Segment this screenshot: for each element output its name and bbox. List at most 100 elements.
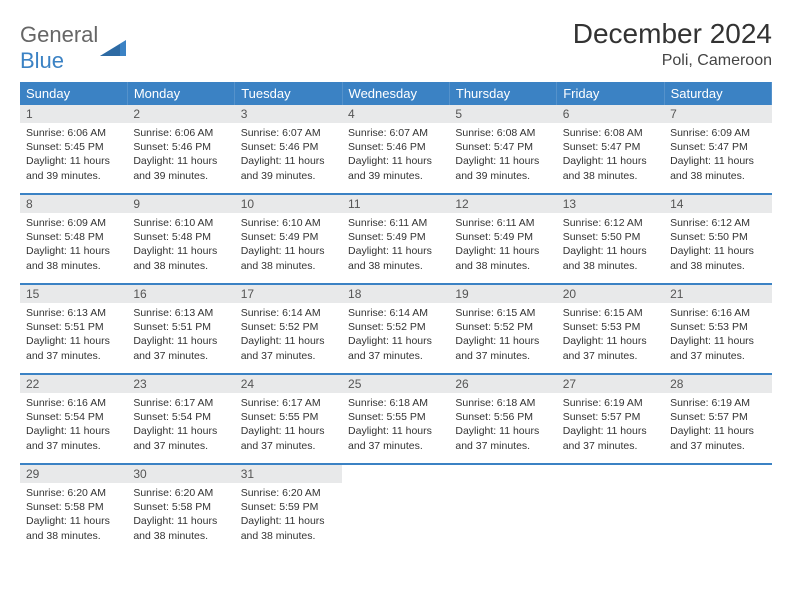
day-details: Sunrise: 6:08 AMSunset: 5:47 PMDaylight:… <box>557 123 664 193</box>
day-number: 29 <box>20 465 127 483</box>
day-details: Sunrise: 6:12 AMSunset: 5:50 PMDaylight:… <box>664 213 771 283</box>
day-number: 12 <box>449 195 556 213</box>
calendar-day-cell: 12Sunrise: 6:11 AMSunset: 5:49 PMDayligh… <box>449 194 556 284</box>
day-details: Sunrise: 6:11 AMSunset: 5:49 PMDaylight:… <box>449 213 556 283</box>
weekday-header: Sunday <box>20 82 127 105</box>
calendar-table: Sunday Monday Tuesday Wednesday Thursday… <box>20 82 772 553</box>
calendar-day-cell: 28Sunrise: 6:19 AMSunset: 5:57 PMDayligh… <box>664 374 771 464</box>
day-number: 21 <box>664 285 771 303</box>
day-number: 24 <box>235 375 342 393</box>
calendar-day-cell: 18Sunrise: 6:14 AMSunset: 5:52 PMDayligh… <box>342 284 449 374</box>
calendar-day-cell: 3Sunrise: 6:07 AMSunset: 5:46 PMDaylight… <box>235 105 342 194</box>
calendar-day-cell: 4Sunrise: 6:07 AMSunset: 5:46 PMDaylight… <box>342 105 449 194</box>
calendar-day-cell: 23Sunrise: 6:17 AMSunset: 5:54 PMDayligh… <box>127 374 234 464</box>
day-number: 2 <box>127 105 234 123</box>
day-details: Sunrise: 6:18 AMSunset: 5:56 PMDaylight:… <box>449 393 556 463</box>
calendar-day-cell: 16Sunrise: 6:13 AMSunset: 5:51 PMDayligh… <box>127 284 234 374</box>
calendar-day-cell: 7Sunrise: 6:09 AMSunset: 5:47 PMDaylight… <box>664 105 771 194</box>
day-number: 13 <box>557 195 664 213</box>
day-number: 7 <box>664 105 771 123</box>
calendar-day-cell: 8Sunrise: 6:09 AMSunset: 5:48 PMDaylight… <box>20 194 127 284</box>
day-details: Sunrise: 6:10 AMSunset: 5:48 PMDaylight:… <box>127 213 234 283</box>
weekday-header-row: Sunday Monday Tuesday Wednesday Thursday… <box>20 82 772 105</box>
day-number: 8 <box>20 195 127 213</box>
day-number: 23 <box>127 375 234 393</box>
day-details: Sunrise: 6:09 AMSunset: 5:47 PMDaylight:… <box>664 123 771 193</box>
day-details: Sunrise: 6:13 AMSunset: 5:51 PMDaylight:… <box>20 303 127 373</box>
calendar-day-cell: 26Sunrise: 6:18 AMSunset: 5:56 PMDayligh… <box>449 374 556 464</box>
day-details: Sunrise: 6:20 AMSunset: 5:58 PMDaylight:… <box>127 483 234 553</box>
day-number: 31 <box>235 465 342 483</box>
day-details: Sunrise: 6:09 AMSunset: 5:48 PMDaylight:… <box>20 213 127 283</box>
day-details: Sunrise: 6:12 AMSunset: 5:50 PMDaylight:… <box>557 213 664 283</box>
day-details: Sunrise: 6:20 AMSunset: 5:59 PMDaylight:… <box>235 483 342 553</box>
calendar-day-cell <box>557 464 664 553</box>
day-number: 3 <box>235 105 342 123</box>
calendar-day-cell: 6Sunrise: 6:08 AMSunset: 5:47 PMDaylight… <box>557 105 664 194</box>
day-number: 11 <box>342 195 449 213</box>
day-details: Sunrise: 6:08 AMSunset: 5:47 PMDaylight:… <box>449 123 556 193</box>
calendar-day-cell: 14Sunrise: 6:12 AMSunset: 5:50 PMDayligh… <box>664 194 771 284</box>
calendar-day-cell: 9Sunrise: 6:10 AMSunset: 5:48 PMDaylight… <box>127 194 234 284</box>
day-details: Sunrise: 6:18 AMSunset: 5:55 PMDaylight:… <box>342 393 449 463</box>
calendar-day-cell: 21Sunrise: 6:16 AMSunset: 5:53 PMDayligh… <box>664 284 771 374</box>
header: General Blue December 2024 Poli, Cameroo… <box>20 18 772 74</box>
weekday-header: Monday <box>127 82 234 105</box>
calendar-day-cell: 19Sunrise: 6:15 AMSunset: 5:52 PMDayligh… <box>449 284 556 374</box>
day-details: Sunrise: 6:14 AMSunset: 5:52 PMDaylight:… <box>342 303 449 373</box>
day-number: 14 <box>664 195 771 213</box>
day-details: Sunrise: 6:16 AMSunset: 5:53 PMDaylight:… <box>664 303 771 373</box>
brand-word-2: Blue <box>20 48 64 73</box>
calendar-day-cell: 20Sunrise: 6:15 AMSunset: 5:53 PMDayligh… <box>557 284 664 374</box>
day-details: Sunrise: 6:06 AMSunset: 5:46 PMDaylight:… <box>127 123 234 193</box>
calendar-day-cell: 13Sunrise: 6:12 AMSunset: 5:50 PMDayligh… <box>557 194 664 284</box>
calendar-day-cell <box>342 464 449 553</box>
day-details: Sunrise: 6:17 AMSunset: 5:55 PMDaylight:… <box>235 393 342 463</box>
day-number: 30 <box>127 465 234 483</box>
day-number: 4 <box>342 105 449 123</box>
day-details: Sunrise: 6:15 AMSunset: 5:53 PMDaylight:… <box>557 303 664 373</box>
calendar-day-cell: 31Sunrise: 6:20 AMSunset: 5:59 PMDayligh… <box>235 464 342 553</box>
day-number: 25 <box>342 375 449 393</box>
day-details: Sunrise: 6:10 AMSunset: 5:49 PMDaylight:… <box>235 213 342 283</box>
day-number: 16 <box>127 285 234 303</box>
day-number: 15 <box>20 285 127 303</box>
weekday-header: Saturday <box>664 82 771 105</box>
day-number: 9 <box>127 195 234 213</box>
calendar-week-row: 15Sunrise: 6:13 AMSunset: 5:51 PMDayligh… <box>20 284 772 374</box>
calendar-day-cell: 27Sunrise: 6:19 AMSunset: 5:57 PMDayligh… <box>557 374 664 464</box>
day-number: 19 <box>449 285 556 303</box>
weekday-header: Friday <box>557 82 664 105</box>
month-title: December 2024 <box>573 18 772 50</box>
location: Poli, Cameroon <box>573 52 772 70</box>
calendar-day-cell: 17Sunrise: 6:14 AMSunset: 5:52 PMDayligh… <box>235 284 342 374</box>
calendar-day-cell: 2Sunrise: 6:06 AMSunset: 5:46 PMDaylight… <box>127 105 234 194</box>
day-number: 6 <box>557 105 664 123</box>
day-details: Sunrise: 6:11 AMSunset: 5:49 PMDaylight:… <box>342 213 449 283</box>
calendar-day-cell <box>449 464 556 553</box>
calendar-day-cell: 25Sunrise: 6:18 AMSunset: 5:55 PMDayligh… <box>342 374 449 464</box>
day-details: Sunrise: 6:17 AMSunset: 5:54 PMDaylight:… <box>127 393 234 463</box>
weekday-header: Wednesday <box>342 82 449 105</box>
title-block: December 2024 Poli, Cameroon <box>573 18 772 70</box>
calendar-day-cell: 11Sunrise: 6:11 AMSunset: 5:49 PMDayligh… <box>342 194 449 284</box>
day-details: Sunrise: 6:19 AMSunset: 5:57 PMDaylight:… <box>557 393 664 463</box>
day-details: Sunrise: 6:20 AMSunset: 5:58 PMDaylight:… <box>20 483 127 553</box>
day-details: Sunrise: 6:06 AMSunset: 5:45 PMDaylight:… <box>20 123 127 193</box>
brand-logo: General Blue <box>20 18 126 74</box>
calendar-week-row: 1Sunrise: 6:06 AMSunset: 5:45 PMDaylight… <box>20 105 772 194</box>
calendar-day-cell: 5Sunrise: 6:08 AMSunset: 5:47 PMDaylight… <box>449 105 556 194</box>
day-number: 18 <box>342 285 449 303</box>
day-details: Sunrise: 6:13 AMSunset: 5:51 PMDaylight:… <box>127 303 234 373</box>
day-number: 10 <box>235 195 342 213</box>
day-number: 20 <box>557 285 664 303</box>
day-details: Sunrise: 6:07 AMSunset: 5:46 PMDaylight:… <box>235 123 342 193</box>
day-number: 27 <box>557 375 664 393</box>
weekday-header: Tuesday <box>235 82 342 105</box>
day-number: 5 <box>449 105 556 123</box>
calendar-day-cell: 10Sunrise: 6:10 AMSunset: 5:49 PMDayligh… <box>235 194 342 284</box>
calendar-day-cell: 22Sunrise: 6:16 AMSunset: 5:54 PMDayligh… <box>20 374 127 464</box>
day-number: 28 <box>664 375 771 393</box>
calendar-day-cell: 30Sunrise: 6:20 AMSunset: 5:58 PMDayligh… <box>127 464 234 553</box>
day-number: 26 <box>449 375 556 393</box>
